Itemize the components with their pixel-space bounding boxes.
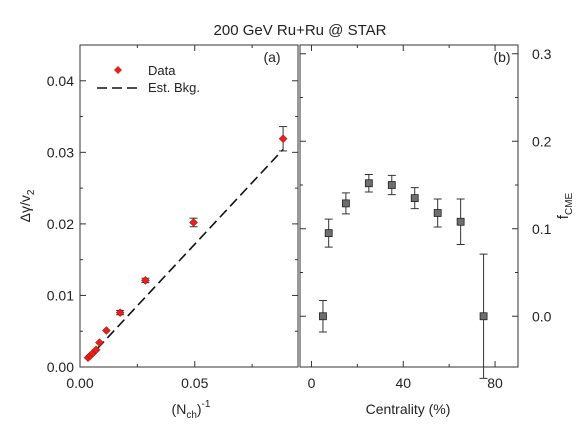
background-estimate-line xyxy=(86,148,284,361)
y-tick-label: 0.3 xyxy=(532,46,552,62)
data-point xyxy=(91,345,101,355)
data-point xyxy=(364,179,373,188)
data-point xyxy=(387,181,396,189)
x-tick-label: 80 xyxy=(487,375,503,391)
panel-a-label: (a) xyxy=(263,49,280,65)
data-point xyxy=(278,134,288,144)
x-tick-label: 0.00 xyxy=(66,375,93,391)
panel-a: (a) 0.00 0.05 0.00 0.01 0.02 0.03 0.04 Data Es… xyxy=(17,44,299,421)
y-tick-label: 0.04 xyxy=(47,73,74,89)
data-point xyxy=(95,338,104,348)
panel-b-frame xyxy=(299,44,519,368)
panel-b-y-axis-label: fCME xyxy=(555,192,575,219)
data-point xyxy=(189,218,198,227)
legend: Data Est. Bkg. xyxy=(97,63,200,95)
legend-data-marker xyxy=(114,66,122,74)
legend-data-label: Data xyxy=(148,63,176,78)
data-point xyxy=(102,326,111,335)
data-point xyxy=(115,308,125,317)
panel-b-label: (b) xyxy=(493,49,510,65)
data-point xyxy=(319,312,327,321)
y-tick-label: 0.00 xyxy=(47,359,74,375)
panel-b-data-points xyxy=(318,174,488,379)
data-point xyxy=(433,209,442,217)
data-point xyxy=(141,276,150,285)
y-tick-label: 0.0 xyxy=(532,308,552,324)
figure-title: 200 GeV Ru+Ru @ STAR xyxy=(214,22,387,39)
legend-bkg-label: Est. Bkg. xyxy=(148,80,200,95)
x-tick-label: 0.05 xyxy=(181,375,208,391)
data-point xyxy=(324,229,333,238)
panel-a-background-estimate xyxy=(86,148,284,361)
panel-a-y-axis-label: Δγ/v2 xyxy=(17,189,37,222)
panel-a-frame xyxy=(79,44,299,368)
y-tick-label: 0.1 xyxy=(532,221,552,237)
data-point xyxy=(341,199,350,208)
panel-a-x-axis-label: (Nch)-1 xyxy=(172,399,211,421)
panel-a-data-points xyxy=(83,126,288,363)
x-tick-label: 0 xyxy=(308,375,316,391)
panel-b: (b) 0 40 80 0.0 0.1 0.2 0.3 Centrality (%) fCM… xyxy=(299,44,575,417)
x-tick-label: 40 xyxy=(395,375,411,391)
panel-a-ticks: 0.00 0.05 0.00 0.01 0.02 0.03 0.04 xyxy=(47,45,298,391)
y-tick-label: 0.2 xyxy=(532,133,552,149)
y-tick-label: 0.02 xyxy=(47,216,74,232)
y-tick-label: 0.01 xyxy=(47,287,74,303)
data-point xyxy=(479,312,488,321)
panel-b-x-axis-label: Centrality (%) xyxy=(366,401,451,417)
panel-b-ticks: 0 40 80 0.0 0.1 0.2 0.3 xyxy=(300,45,552,391)
y-tick-label: 0.03 xyxy=(47,144,74,160)
data-point xyxy=(410,194,419,203)
data-point xyxy=(456,217,465,226)
